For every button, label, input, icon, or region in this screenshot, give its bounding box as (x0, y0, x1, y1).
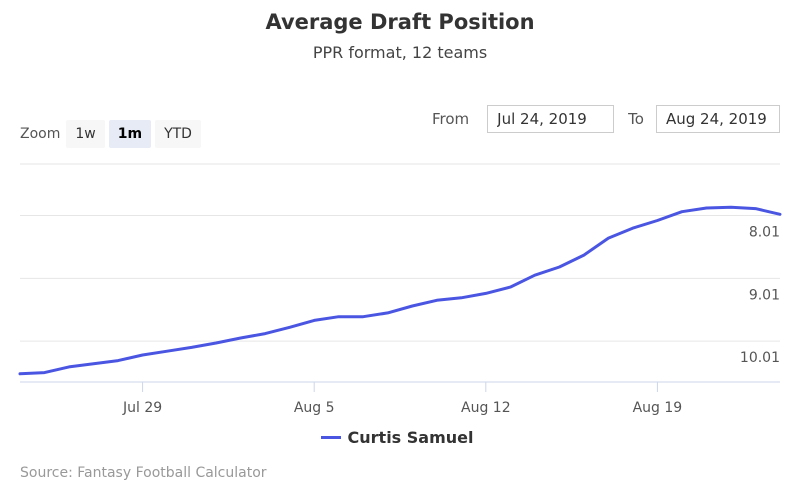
x-tick-label: Jul 29 (122, 400, 162, 416)
grid-lines (20, 163, 780, 342)
from-label: From (432, 110, 470, 128)
legend-item-curtis-samuel[interactable]: Curtis Samuel (320, 428, 474, 447)
series-layer (18, 205, 782, 376)
series-line-curtis-samuel[interactable] (18, 205, 782, 376)
x-axis: Jul 29 Aug 5 Aug 12 Aug 19 (20, 381, 780, 416)
legend-label: Curtis Samuel (347, 428, 474, 447)
y-tick-label: 9.01 (749, 287, 780, 303)
y-tick-label: 8.01 (749, 225, 780, 241)
zoom-label: Zoom (20, 126, 61, 142)
x-tick-label: Aug 19 (633, 400, 683, 416)
to-date-input[interactable] (655, 105, 780, 133)
zoom-1w-button[interactable]: 1w (66, 120, 105, 148)
source-credit: Source: Fantasy Football Calculator (20, 465, 267, 481)
chart-title: Average Draft Position (265, 10, 535, 34)
zoom-controls: Zoom 1w 1m YTD (20, 120, 205, 148)
chart-subtitle: PPR format, 12 teams (312, 43, 488, 62)
x-tick-label: Aug 12 (461, 400, 511, 416)
zoom-ytd-button[interactable]: YTD (155, 120, 201, 148)
date-range-selector: From To (432, 104, 780, 134)
legend: Curtis Samuel (0, 428, 800, 447)
y-tick-label: 10.01 (740, 350, 780, 366)
x-tick-label: Aug 5 (294, 400, 335, 416)
to-label: To (628, 110, 644, 128)
y-axis-ticks: 8.01 9.01 10.01 (740, 225, 780, 367)
legend-swatch (320, 436, 341, 439)
zoom-1m-button[interactable]: 1m (108, 120, 152, 148)
from-date-input[interactable] (487, 105, 615, 133)
